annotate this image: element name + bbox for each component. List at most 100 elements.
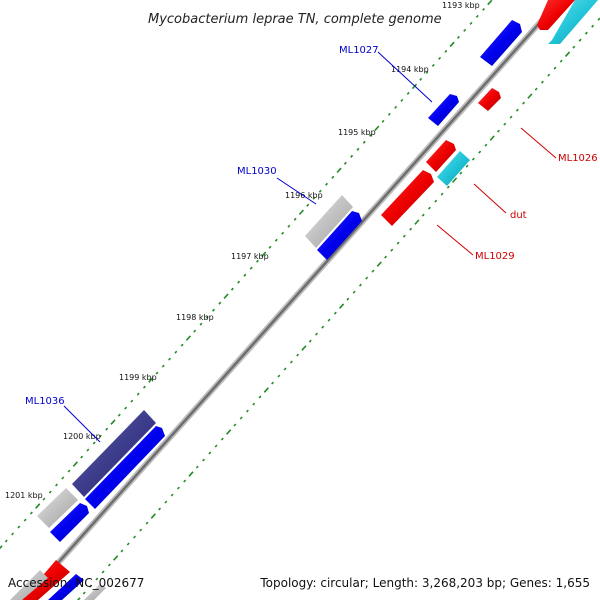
- tick-dot: [503, 122, 507, 126]
- gene-label-ml1027[interactable]: ML1027: [339, 45, 379, 56]
- tick-dot: [352, 290, 356, 294]
- tick-dot: [220, 437, 224, 441]
- tick-dot: [161, 364, 165, 368]
- tick-dot: [306, 203, 310, 207]
- tick-dot: [95, 577, 99, 581]
- tick-dot: [358, 283, 362, 287]
- tick-dot: [446, 185, 450, 189]
- tick-dot: [126, 542, 130, 546]
- gene-feature-red-top[interactable]: [537, 0, 575, 30]
- gene-feature-grey-1201[interactable]: [37, 488, 78, 528]
- tick-dot: [402, 234, 406, 238]
- tick-dot: [110, 419, 116, 425]
- tick-dot: [120, 549, 124, 553]
- tick-dot: [421, 213, 425, 217]
- footer: Accession: NC_002677 Topology: circular;…: [8, 576, 590, 590]
- genome-summary-text: Topology: circular; Length: 3,268,203 bp…: [259, 576, 590, 590]
- tick-dot: [233, 423, 237, 427]
- tick-dot: [101, 570, 105, 574]
- gene-feature-red-small[interactable]: [426, 140, 456, 172]
- tick-label: 1198 kbp: [176, 313, 214, 322]
- tick-label: 1201 kbp: [5, 491, 43, 500]
- tick-dot: [252, 402, 256, 406]
- tick-dot: [218, 301, 222, 305]
- gene-label-ml1030[interactable]: ML1030: [237, 166, 277, 177]
- tick-dot: [143, 385, 146, 389]
- tick-dot: [318, 189, 322, 193]
- tick-dot: [202, 458, 205, 462]
- tick-dot: [298, 209, 304, 216]
- tick-dot: [374, 125, 380, 132]
- tick-dot: [489, 135, 495, 141]
- gene-feature-grey-ml1030[interactable]: [305, 195, 353, 248]
- tick-dot: [148, 377, 154, 383]
- tick-dot: [177, 486, 180, 490]
- tick-dot: [396, 241, 400, 245]
- tick-dot: [289, 360, 293, 364]
- tick-dot: [482, 7, 485, 11]
- tick-dot: [237, 280, 241, 284]
- gene-feature-red-ml1026[interactable]: [478, 88, 501, 111]
- tick-dot: [82, 591, 86, 595]
- tick-dot: [130, 399, 134, 403]
- tick-dot: [214, 444, 218, 448]
- tick-dot: [459, 171, 463, 175]
- gene-feature-grey-bottom[interactable]: [10, 570, 48, 600]
- tick-dot: [158, 507, 162, 511]
- gene-feature-blue-ml1027[interactable]: [428, 94, 459, 126]
- tick-dot: [124, 406, 128, 410]
- gene-label-leaders: [63, 51, 557, 443]
- tick-dot: [371, 269, 375, 273]
- inner-tick-dots: [76, 17, 600, 600]
- tick-dot: [475, 14, 479, 18]
- gene-feature-cyan-top[interactable]: [548, 0, 598, 44]
- tick-dot: [452, 177, 458, 183]
- tick-dot: [406, 91, 410, 95]
- map-title: Mycobacterium leprae TN, complete genome: [148, 12, 442, 27]
- tick-dot: [369, 133, 372, 137]
- gene-label-ml1036[interactable]: ML1036: [25, 396, 65, 407]
- gene-feature-dark-ml1036[interactable]: [72, 410, 156, 497]
- tick-dot: [89, 584, 93, 588]
- gene-feature-red-ml1029[interactable]: [381, 170, 434, 226]
- tick-dot: [400, 98, 404, 102]
- gene-feature-blue-bottom[interactable]: [48, 574, 84, 600]
- gene-label-dut[interactable]: dut: [510, 210, 527, 221]
- gene-feature-cyan-dut[interactable]: [437, 151, 470, 186]
- tick-dot: [281, 231, 285, 235]
- tick-dot: [61, 476, 65, 480]
- tick-dot: [246, 409, 249, 413]
- tick-dot: [48, 490, 52, 494]
- tick-dot: [195, 465, 199, 469]
- gene-feature-blue-ml1030[interactable]: [317, 211, 362, 260]
- genome-backbone: [22, 0, 563, 600]
- tick-dot: [428, 206, 431, 210]
- gene-feature-blue-1201[interactable]: [50, 503, 89, 542]
- tick-dot: [321, 325, 325, 329]
- tick-dot: [208, 451, 212, 455]
- tick-dot: [350, 154, 354, 158]
- tick-dot: [515, 108, 519, 112]
- tick-dot: [471, 157, 475, 161]
- tick-dot: [174, 350, 178, 354]
- tick-dot: [271, 381, 274, 385]
- gene-label-ml1026[interactable]: ML1026: [558, 153, 598, 164]
- gene-feature-red-bottom[interactable]: [22, 560, 70, 600]
- tick-dot: [168, 357, 171, 361]
- gene-feature-grey-bottom-right[interactable]: [84, 584, 106, 600]
- tick-dot: [80, 455, 84, 459]
- tick-dot: [155, 371, 159, 375]
- tick-dot: [559, 59, 563, 63]
- tick-dot: [478, 150, 482, 154]
- tick-dot: [274, 238, 278, 242]
- gene-label-ml1029[interactable]: ML1029: [475, 251, 515, 262]
- gene-labels: ML1027 ML1026 ML1030 dut ML1029 ML1036: [25, 45, 598, 407]
- tick-dot: [76, 597, 81, 600]
- tick-dot: [107, 563, 111, 567]
- gene-feature-blue-ml1027a[interactable]: [480, 20, 522, 66]
- tick-dot: [469, 21, 473, 25]
- tick-dot: [23, 518, 27, 522]
- gene-feature-blue-ml1036[interactable]: [85, 426, 165, 509]
- tick-dot: [55, 483, 58, 487]
- tick-dot: [239, 416, 243, 420]
